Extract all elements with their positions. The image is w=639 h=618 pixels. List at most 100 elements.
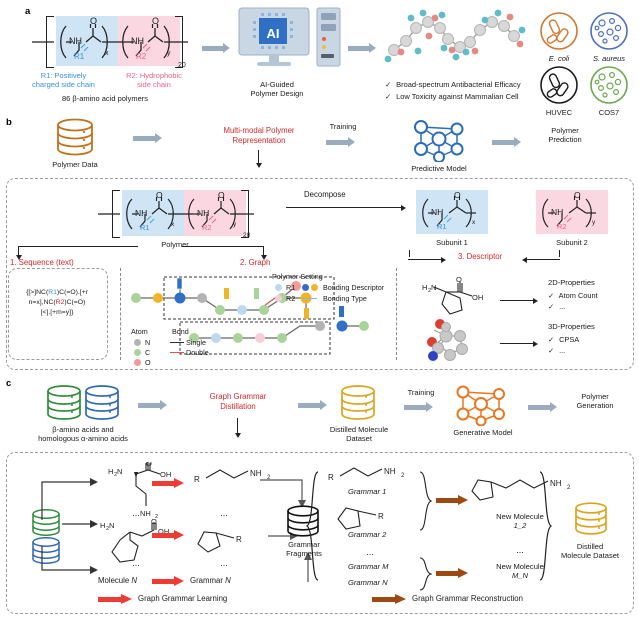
grammar-2-structure: R bbox=[337, 507, 384, 530]
bond-line-double bbox=[170, 352, 184, 354]
props-2d-item-0: ✓ Atom Count bbox=[548, 291, 598, 300]
subunit-1-structure: NH O R1 x bbox=[416, 190, 488, 234]
polymer-prediction-line1: Polymer bbox=[551, 126, 579, 135]
legend-learning-arrow bbox=[98, 594, 132, 605]
svg-text:R: R bbox=[236, 535, 242, 544]
check-icon-2d-2: ✓ bbox=[548, 302, 555, 311]
new-molecule-2-line1: New Molecule bbox=[496, 562, 544, 571]
new-molecule-1-line2: 1_2 bbox=[513, 521, 527, 531]
divider-1 bbox=[120, 268, 121, 360]
arrow-c-2 bbox=[298, 400, 328, 410]
db-caption-line1: β-amino acids and bbox=[52, 425, 114, 434]
sub-y-b: y bbox=[233, 221, 237, 228]
setting-label-r1: R1 bbox=[286, 283, 296, 292]
svg-text:OH: OH bbox=[472, 293, 483, 302]
bond-legend-title: Bond bbox=[172, 327, 189, 336]
grammar-fragments-label: Grammar Fragments bbox=[274, 540, 334, 559]
grammar-pair-brace-1 bbox=[419, 471, 432, 531]
arrow-b-1 bbox=[133, 133, 163, 143]
distilled-line1: Distilled Molecule bbox=[329, 425, 389, 434]
grammar-item-1: Grammar 2 bbox=[348, 530, 387, 539]
nh-label-2: NH bbox=[131, 36, 144, 46]
r1-caption-line1: R1: Positively bbox=[40, 71, 87, 80]
bullet-2-label: Low Toxicity against Mammalian Cell bbox=[396, 92, 519, 101]
arrow-c-3 bbox=[404, 402, 434, 412]
panel-letter-c: c bbox=[6, 378, 12, 389]
grammar-distillation-label: Graph Grammar Distillation bbox=[186, 392, 290, 411]
molecule-n-index: N bbox=[131, 576, 138, 585]
new-molecule-1-label: New Molecule 1_2 bbox=[472, 512, 568, 531]
r2-label-s2: R2 bbox=[557, 222, 567, 231]
2d-molecule-structure: H 2 N O OH bbox=[422, 276, 483, 315]
o-label-s2: O bbox=[574, 190, 581, 200]
r1-label-b: R1 bbox=[140, 223, 150, 232]
subunit2-to-descriptor-arrow bbox=[520, 256, 560, 263]
step3-label: 3. Descriptor bbox=[458, 252, 503, 261]
o-label-b1: O bbox=[156, 190, 163, 200]
atom-label-c: C bbox=[145, 348, 151, 357]
predictive-model-nn-icon bbox=[414, 120, 464, 162]
ecoli-icon bbox=[540, 12, 578, 50]
props-3d-item-0: ✓ CPSA bbox=[548, 335, 579, 344]
polymer-count-label: 86 β-amino acid polymers bbox=[61, 94, 148, 103]
panel-b-container bbox=[6, 178, 634, 370]
check-icon-1: ✓ bbox=[385, 80, 392, 89]
panel-letter-b: b bbox=[6, 117, 12, 128]
beta-amino-db-icon bbox=[47, 385, 81, 420]
sub-y-s2: y bbox=[592, 219, 596, 226]
svg-text:2: 2 bbox=[114, 472, 117, 478]
svg-text:H: H bbox=[108, 467, 113, 476]
polymer-generation-label: Polymer Generation bbox=[562, 392, 628, 411]
step2-label: 2. Graph bbox=[240, 258, 271, 267]
2d-to-props-arrow bbox=[500, 297, 540, 304]
cos7-icon bbox=[590, 66, 628, 104]
degree-of-polymerization-b: 20 bbox=[243, 232, 251, 239]
bonding-type-label: Bonding Type bbox=[323, 294, 367, 303]
grammar-item-2: ... bbox=[366, 547, 374, 557]
molecule-ellipsis-1: ... bbox=[132, 508, 140, 518]
props-2d-item-0-label: Atom Count bbox=[558, 291, 598, 300]
polymer-data-db-icon bbox=[57, 118, 93, 156]
distilled-dataset-db-icon bbox=[341, 385, 375, 420]
subunit-2-structure: NH O R2 y bbox=[536, 190, 608, 234]
step1-label: 1. Sequence (text) bbox=[10, 258, 74, 267]
ai-guided-caption: AI-Guided Polymer Design bbox=[244, 80, 310, 99]
r2-label-b: R2 bbox=[202, 223, 212, 232]
sub-y-a: y bbox=[167, 50, 171, 57]
setting-label-r2: R2 bbox=[286, 294, 296, 303]
bond-line-single bbox=[170, 342, 184, 344]
polymer-label-b: Polymer bbox=[161, 240, 189, 249]
polymer-prediction-label: Polymer Prediction bbox=[530, 126, 600, 145]
svg-text:NH: NH bbox=[384, 467, 396, 476]
panel-letter-a: a bbox=[25, 6, 31, 17]
arrow-a-1 bbox=[202, 43, 230, 53]
o-label-2: O bbox=[152, 16, 160, 26]
saureus-icon bbox=[590, 12, 628, 50]
beta-db-small-icon bbox=[32, 509, 60, 536]
huvec-icon bbox=[540, 66, 578, 104]
branch-arrow-right bbox=[260, 246, 267, 260]
r2-label-a: R2 bbox=[136, 52, 147, 61]
ai-caption-line2: Polymer Design bbox=[250, 89, 304, 99]
o-label-s1: O bbox=[454, 190, 461, 200]
bullet-1-label: Broad-spectrum Antibacterial Efficacy bbox=[396, 80, 521, 89]
svg-text:R: R bbox=[194, 475, 200, 484]
o-label-1: O bbox=[90, 16, 98, 26]
training-label-c: Training bbox=[407, 388, 435, 397]
o-label-b2: O bbox=[218, 190, 225, 200]
subunit1-to-descriptor-arrow bbox=[408, 256, 448, 263]
training-label-b: Training bbox=[329, 122, 357, 131]
check-icon-3d-2: ✓ bbox=[548, 346, 555, 355]
arrow-c-down-1 bbox=[234, 418, 241, 438]
svg-text:2: 2 bbox=[155, 514, 158, 520]
grammar-pair-brace-2 bbox=[419, 557, 432, 591]
polymer-generation-line2: Generation bbox=[576, 401, 614, 411]
polymer-backbone-svg bbox=[32, 24, 188, 59]
reconstruction-arrow-2 bbox=[436, 568, 468, 579]
polymer-setting-title: Polymer Setting bbox=[272, 272, 323, 281]
arrow-b-2 bbox=[326, 137, 356, 147]
arrow-c-4 bbox=[528, 402, 558, 412]
db-branch-lines bbox=[41, 478, 98, 574]
bond-label-double: Double bbox=[186, 348, 209, 357]
subunit1-svg bbox=[422, 196, 476, 228]
